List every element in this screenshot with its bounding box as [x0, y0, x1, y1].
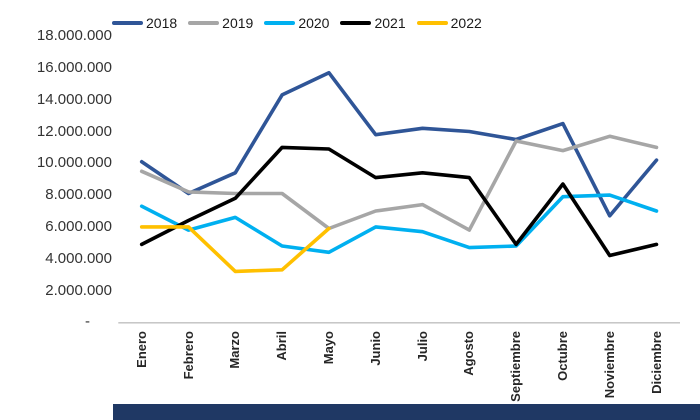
legend-item-2018: 2018	[112, 16, 177, 30]
y-tick-label: 18.000.000	[36, 27, 112, 45]
legend-item-2019: 2019	[188, 16, 253, 30]
legend-label: 2019	[222, 15, 254, 31]
series-line-2018	[139, 70, 659, 218]
x-axis-label-noviembre: Noviembre	[601, 331, 617, 399]
x-axis-label-julio: Julio	[414, 331, 430, 362]
x-axis-label-febrero: Febrero	[180, 331, 196, 380]
legend-item-2021: 2021	[340, 15, 406, 31]
series-line-2022	[139, 225, 331, 274]
x-axis-label-agosto: Agosto	[461, 331, 477, 376]
x-axis-label-abril: Abril	[274, 331, 290, 361]
x-axis-label-mayo: Mayo	[320, 331, 336, 365]
legend-label: 2022	[450, 15, 482, 31]
x-axis-label-diciembre: Diciembre	[648, 331, 664, 394]
legend-label: 2021	[374, 15, 406, 31]
x-axis-label-marzo: Marzo	[227, 331, 243, 369]
y-tick-label: 10.000.000	[36, 154, 112, 172]
legend-item-2020: 2020	[264, 16, 329, 30]
legend-line-swatch-2022	[416, 21, 448, 25]
y-tick-label: 12.000.000	[36, 122, 112, 140]
legend-line-swatch-2020	[264, 21, 296, 25]
chart-legend: 2018 2019 2020 2021 2022	[112, 16, 482, 30]
legend-label: 2020	[298, 15, 330, 31]
y-tick-label: -	[85, 313, 90, 331]
bottom-table-bar	[113, 404, 700, 420]
x-axis-label-octubre: Octubre	[554, 331, 570, 381]
series-line-2021	[139, 145, 659, 258]
y-tick-label: 14.000.000	[36, 90, 112, 108]
x-axis-label-septiembre: Septiembre	[508, 331, 524, 402]
y-tick-label: 6.000.000	[45, 217, 112, 235]
legend-item-2022: 2022	[416, 15, 482, 31]
legend-line-swatch-2018	[112, 21, 143, 25]
y-tick-label: 2.000.000	[45, 281, 112, 299]
legend-label: 2018	[146, 15, 178, 31]
series-line-2019	[139, 134, 659, 232]
x-axis-label-enero: Enero	[133, 331, 149, 368]
x-axis-label-junio: Junio	[367, 331, 383, 366]
series-line-2020	[139, 193, 659, 255]
y-tick-label: 16.000.000	[36, 58, 112, 76]
legend-line-swatch-2019	[188, 21, 220, 25]
legend-line-swatch-2021	[340, 21, 372, 25]
y-tick-label: 8.000.000	[45, 186, 112, 204]
y-tick-label: 4.000.000	[45, 249, 112, 267]
